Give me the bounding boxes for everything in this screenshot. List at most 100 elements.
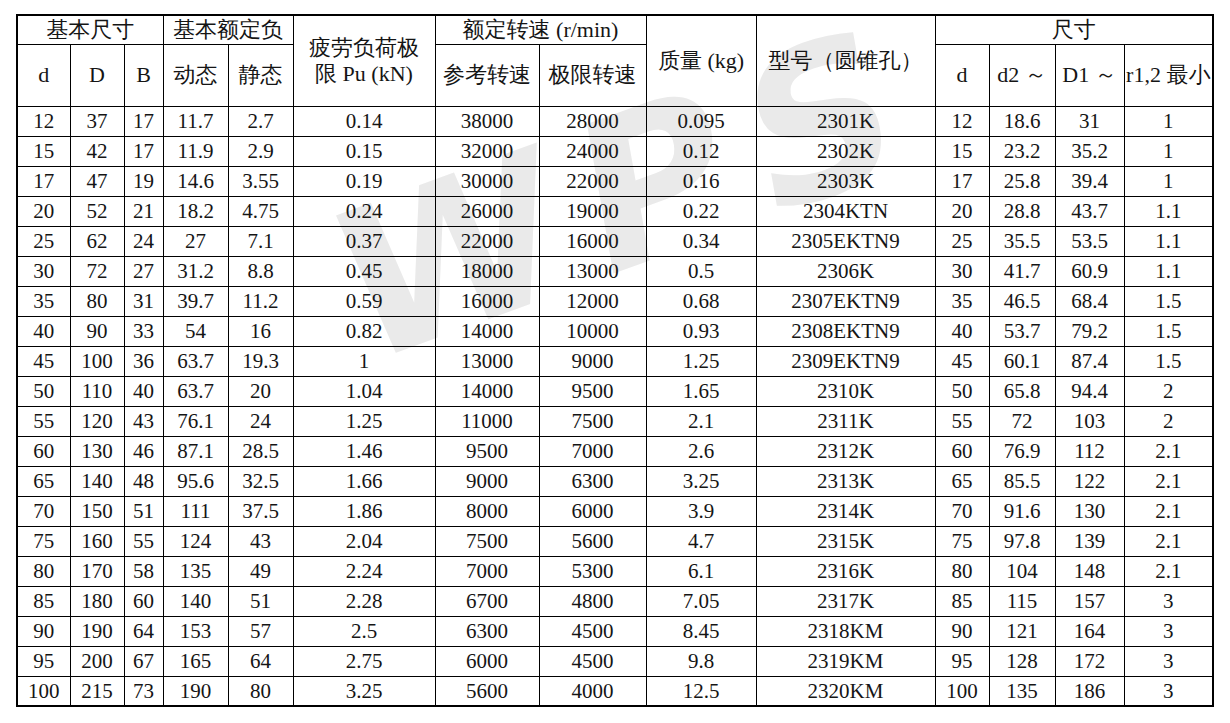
cell: 52	[70, 196, 124, 226]
cell: 35	[17, 286, 70, 316]
cell: 95.6	[163, 466, 228, 496]
cell: 62	[70, 226, 124, 256]
cell: 5600	[539, 526, 646, 556]
cell: 1.66	[293, 466, 435, 496]
cell: 24	[124, 226, 163, 256]
cell: 63.7	[163, 376, 228, 406]
cell: 90	[70, 316, 124, 346]
cell: 65.8	[989, 376, 1055, 406]
table-row: 40903354160.8214000100000.932308EKTN9405…	[17, 316, 1213, 346]
table-row: 20522118.24.750.2426000190000.222304KTN2…	[17, 196, 1213, 226]
cell: 112	[1055, 436, 1124, 466]
cell: 2311K	[756, 406, 935, 436]
cell: 115	[989, 586, 1055, 616]
cell: 27	[124, 256, 163, 286]
cell: 130	[70, 436, 124, 466]
cell: 164	[1055, 616, 1124, 646]
cell: 0.59	[293, 286, 435, 316]
cell: 36	[124, 346, 163, 376]
cell: 24000	[539, 136, 646, 166]
cell: 31	[1055, 106, 1124, 136]
cell: 180	[70, 586, 124, 616]
cell: 9000	[539, 346, 646, 376]
cell: 2313K	[756, 466, 935, 496]
cell: 85	[935, 586, 989, 616]
cell: 7500	[435, 526, 539, 556]
cell: 19	[124, 166, 163, 196]
cell: 97.8	[989, 526, 1055, 556]
cell: 6300	[539, 466, 646, 496]
cell: 2303K	[756, 166, 935, 196]
cell: 2.1	[646, 406, 756, 436]
cell: 25	[17, 226, 70, 256]
cell: 28.8	[989, 196, 1055, 226]
cell: 0.095	[646, 106, 756, 136]
cell: 4800	[539, 586, 646, 616]
table-row: 15421711.92.90.1532000240000.122302K1523…	[17, 136, 1213, 166]
cell: 3	[1124, 586, 1213, 616]
cell: 15	[17, 136, 70, 166]
cell: 10000	[539, 316, 646, 346]
cell: 100	[17, 676, 70, 706]
cell: 58	[124, 556, 163, 586]
cell: 28.5	[228, 436, 293, 466]
cell: 2.1	[1124, 526, 1213, 556]
cell: 2310K	[756, 376, 935, 406]
header-rated-speed: 额定转速 (r/min)	[435, 15, 646, 44]
cell: 31.2	[163, 256, 228, 286]
cell: 20	[17, 196, 70, 226]
cell: 70	[17, 496, 70, 526]
cell: 1.25	[293, 406, 435, 436]
header-D1: D1 ～	[1055, 44, 1124, 106]
cell: 128	[989, 646, 1055, 676]
table-row: 10021573190803.255600400012.52320KM10013…	[17, 676, 1213, 706]
cell: 6.1	[646, 556, 756, 586]
cell: 110	[70, 376, 124, 406]
table-row: 12371711.72.70.1438000280000.0952301K121…	[17, 106, 1213, 136]
cell: 1.5	[1124, 316, 1213, 346]
cell: 90	[17, 616, 70, 646]
cell: 70	[935, 496, 989, 526]
cell: 8000	[435, 496, 539, 526]
cell: 76.9	[989, 436, 1055, 466]
table-row: 256224277.10.3722000160000.342305EKTN925…	[17, 226, 1213, 256]
cell: 53.5	[1055, 226, 1124, 256]
cell: 75	[17, 526, 70, 556]
cell: 40	[935, 316, 989, 346]
table-header: 基本尺寸 基本额定负 疲劳负荷极 限 Pu (kN) 额定转速 (r/min) …	[17, 15, 1213, 106]
cell: 11.2	[228, 286, 293, 316]
cell: 3.25	[293, 676, 435, 706]
cell: 15	[935, 136, 989, 166]
cell: 8.8	[228, 256, 293, 286]
cell: 1.5	[1124, 286, 1213, 316]
cell: 0.45	[293, 256, 435, 286]
cell: 35	[935, 286, 989, 316]
cell: 2305EKTN9	[756, 226, 935, 256]
cell: 16000	[435, 286, 539, 316]
cell: 7500	[539, 406, 646, 436]
header-d2: d2 ～	[989, 44, 1055, 106]
cell: 1.86	[293, 496, 435, 526]
cell: 95	[17, 646, 70, 676]
cell: 87.1	[163, 436, 228, 466]
cell: 1.04	[293, 376, 435, 406]
header-basic-load-rating: 基本额定负	[163, 15, 293, 44]
cell: 140	[163, 586, 228, 616]
cell: 49	[228, 556, 293, 586]
cell: 27	[163, 226, 228, 256]
cell: 54	[163, 316, 228, 346]
cell: 0.24	[293, 196, 435, 226]
cell: 3.9	[646, 496, 756, 526]
cell: 172	[1055, 646, 1124, 676]
cell: 150	[70, 496, 124, 526]
cell: 7000	[435, 556, 539, 586]
cell: 50	[935, 376, 989, 406]
cell: 0.5	[646, 256, 756, 286]
cell: 76.1	[163, 406, 228, 436]
cell: 2.6	[646, 436, 756, 466]
cell: 63.7	[163, 346, 228, 376]
cell: 1.1	[1124, 226, 1213, 256]
table-row: 8017058135492.24700053006.12316K80104148…	[17, 556, 1213, 586]
cell: 148	[1055, 556, 1124, 586]
cell: 20	[935, 196, 989, 226]
